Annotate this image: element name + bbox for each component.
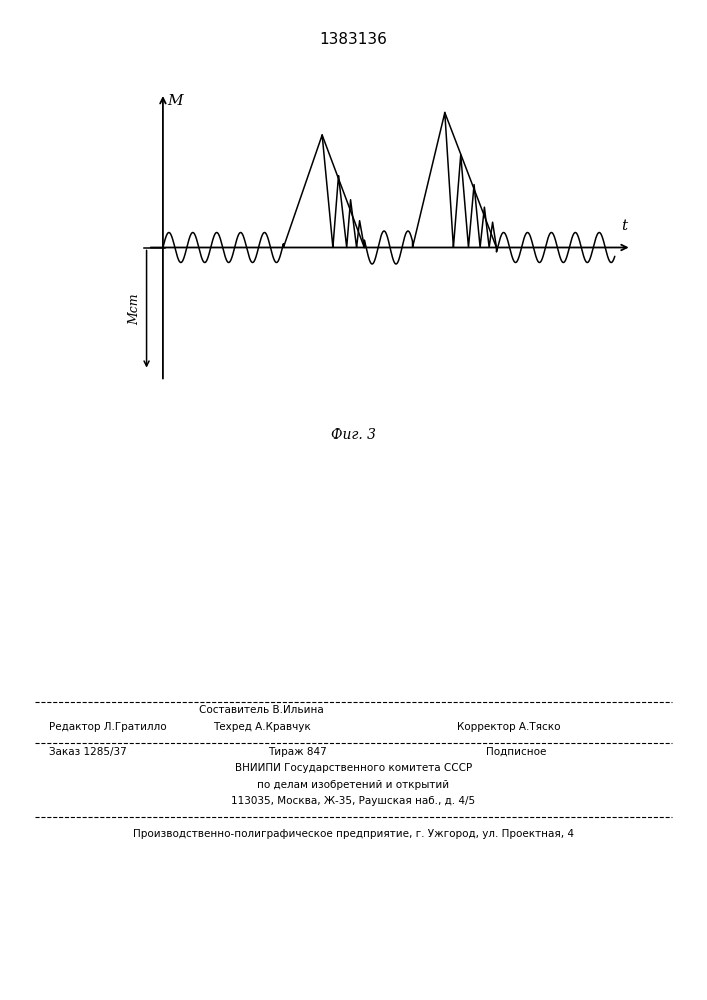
Text: 113035, Москва, Ж-35, Раушская наб., д. 4/5: 113035, Москва, Ж-35, Раушская наб., д. …	[231, 796, 476, 806]
Text: Техред А.Кравчук: Техред А.Кравчук	[213, 722, 310, 732]
Text: Подписное: Подписное	[486, 747, 547, 757]
Text: Mст: Mст	[128, 293, 141, 325]
Text: Составитель В.Ильина: Составитель В.Ильина	[199, 705, 324, 715]
Text: t: t	[621, 219, 627, 232]
Text: Фиг. 3: Фиг. 3	[331, 428, 376, 442]
Text: Корректор А.Тяско: Корректор А.Тяско	[457, 722, 561, 732]
Text: Заказ 1285/37: Заказ 1285/37	[49, 747, 127, 757]
Text: Тираж 847: Тираж 847	[267, 747, 327, 757]
Text: ВНИИПИ Государственного комитета СССР: ВНИИПИ Государственного комитета СССР	[235, 763, 472, 773]
Text: Редактор Л.Гратилло: Редактор Л.Гратилло	[49, 722, 167, 732]
Text: по делам изобретений и открытий: по делам изобретений и открытий	[257, 780, 450, 790]
Text: M: M	[168, 94, 183, 108]
Text: Производственно-полиграфическое предприятие, г. Ужгород, ул. Проектная, 4: Производственно-полиграфическое предприя…	[133, 829, 574, 839]
Text: 1383136: 1383136	[320, 32, 387, 47]
